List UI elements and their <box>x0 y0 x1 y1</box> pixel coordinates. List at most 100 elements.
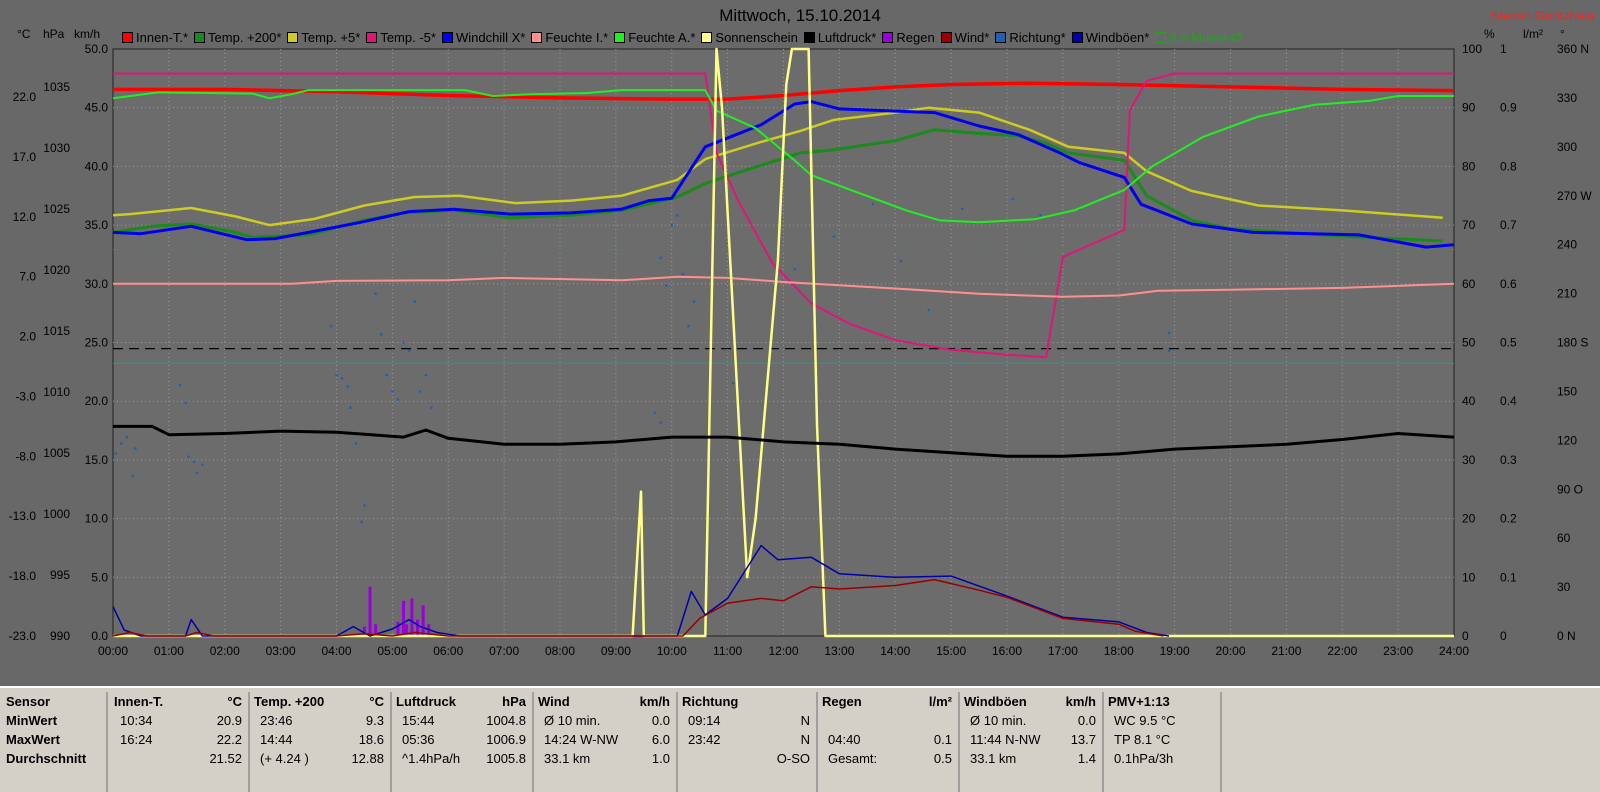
direction-point <box>187 455 190 458</box>
unit-humidity: % <box>1484 27 1495 41</box>
pressure-tick-label: 1020 <box>43 263 70 277</box>
rain-bar <box>421 605 425 636</box>
stats-cell-left: Ø 10 min. <box>970 713 1027 728</box>
stats-row: O-SO <box>676 749 816 768</box>
legend-label: Sonnenschein <box>715 30 798 45</box>
stats-row: 05:36 1006.9 <box>390 730 532 749</box>
unit-direction: ° <box>1560 27 1565 41</box>
rain-bar <box>402 600 406 636</box>
rain-bar <box>416 619 420 636</box>
legend-swatch <box>366 32 378 43</box>
stats-column-title: Luftdruck <box>396 694 456 709</box>
legend-label: Feuchte I.* <box>545 30 609 45</box>
wind-tick-label: 45.0 <box>85 101 109 115</box>
stats-row: Ø 10 min. 0.0 <box>958 711 1102 730</box>
direction-point <box>134 447 137 450</box>
rain-tick-label: 0.1 <box>1500 570 1517 584</box>
direction-point <box>927 308 931 312</box>
humidity-tick-label: 60 <box>1462 277 1476 291</box>
humidity-tick-label: 90 <box>1462 101 1476 115</box>
temp-tick-label: -23.0 <box>9 629 37 643</box>
direction-point <box>363 504 366 507</box>
stats-row: 0.1hPa/3h <box>1102 749 1220 768</box>
stats-cell-value: 9.3 <box>365 713 384 728</box>
stats-cell-value: O-SO <box>776 751 810 766</box>
direction-tick-label: 360 N <box>1557 42 1589 56</box>
direction-point <box>659 421 662 424</box>
legend-label: Windchill X* <box>455 30 526 45</box>
chart-title: Mittwoch, 15.10.2014 <box>719 6 881 25</box>
station-name: Station Göritzhain <box>1490 8 1594 23</box>
stats-cell-left: ^1.4hPa/h <box>402 751 461 766</box>
legend-item: Temp. -5* <box>366 30 436 45</box>
direction-point <box>385 373 389 377</box>
stats-column-title: PMV+1:13 <box>1108 694 1170 709</box>
stats-column: PMV+1:13 WC 9.5 °C TP 8.1 °C 0.1hPa/3h <box>1102 692 1222 792</box>
direction-point <box>1011 197 1014 201</box>
direction-tick-label: 270 W <box>1557 189 1592 203</box>
wind-tick-label: 20.0 <box>85 394 109 408</box>
stats-cell-left: WC 9.5 °C <box>1114 713 1176 728</box>
x-tick-label: 15:00 <box>936 644 966 658</box>
x-tick-label: 21:00 <box>1271 644 1301 658</box>
stats-column-title: Windböen <box>964 694 1027 709</box>
pressure-tick-label: 990 <box>50 629 70 643</box>
stats-row <box>816 711 958 730</box>
stats-row: 21.52 <box>108 749 248 768</box>
stats-row: WC 9.5 °C <box>1102 711 1220 730</box>
direction-point <box>1039 214 1042 217</box>
stats-cell-left: 33.1 km <box>970 751 1017 766</box>
rain-bar <box>404 624 408 636</box>
legend-swatch <box>614 32 626 43</box>
direction-point <box>192 460 196 463</box>
legend-swatch <box>803 32 815 43</box>
direction-point <box>178 383 182 387</box>
stats-cell-left: 14:24 W-NW <box>544 732 619 747</box>
wind-tick-label: 25.0 <box>85 336 109 350</box>
direction-point <box>961 207 964 211</box>
direction-point <box>349 406 352 410</box>
stats-cell-left: 14:44 <box>260 732 293 747</box>
stats-row: Ø 10 min. 0.0 <box>532 711 676 730</box>
x-tick-label: 14:00 <box>880 644 910 658</box>
temp-tick-label: 7.0 <box>19 270 36 284</box>
humidity-tick-label: 100 <box>1462 42 1482 56</box>
stats-cell-left: 04:40 <box>828 732 861 747</box>
legend-label: Temp. +200* <box>208 30 282 45</box>
direction-point <box>793 267 796 271</box>
pressure-tick-label: 995 <box>50 568 70 582</box>
humidity-tick-label: 80 <box>1462 159 1476 173</box>
x-tick-label: 03:00 <box>266 644 296 658</box>
stats-cell-left: 16:24 <box>120 732 153 747</box>
stats-cell-left: 11:44 N-NW <box>970 732 1041 747</box>
direction-point <box>681 272 685 276</box>
direction-point <box>899 259 903 263</box>
pressure-tick-label: 1000 <box>43 507 70 521</box>
direction-point <box>676 214 679 217</box>
x-tick-label: 24:00 <box>1439 644 1469 658</box>
stats-row: Gesamt: 0.5 <box>816 749 958 768</box>
wind-tick-label: 15.0 <box>85 453 109 467</box>
direction-point <box>354 442 358 445</box>
direction-tick-label: 0 N <box>1557 629 1576 643</box>
rain-tick-label: 0.8 <box>1500 159 1517 173</box>
unit-temp: °C <box>17 27 31 41</box>
stats-column: Luftdruck hPa 15:44 1004.8 05:36 1006.9 ^1.4hP… <box>390 692 534 792</box>
direction-point <box>201 463 204 467</box>
pressure-tick-label: 1010 <box>43 385 70 399</box>
stats-cell-left: 10:34 <box>120 713 153 728</box>
x-tick-label: 20:00 <box>1215 644 1245 658</box>
direction-tick-label: 90 O <box>1557 482 1583 496</box>
x-tick-label: 12:00 <box>768 644 798 658</box>
stats-cell-left: TP 8.1 °C <box>1114 732 1171 747</box>
direction-point <box>195 471 199 475</box>
stats-cell-left: 23:42 <box>688 732 721 747</box>
direction-point <box>871 202 875 206</box>
stats-cell-value: 1.0 <box>651 751 670 766</box>
rain-bar <box>368 586 372 636</box>
wind-tick-label: 40.0 <box>85 159 109 173</box>
temp-tick-label: 12.0 <box>13 210 37 224</box>
direction-tick-label: 180 S <box>1557 336 1588 350</box>
stats-row-label: MinWert <box>6 713 58 728</box>
stats-row-label: Sensor <box>6 694 51 709</box>
